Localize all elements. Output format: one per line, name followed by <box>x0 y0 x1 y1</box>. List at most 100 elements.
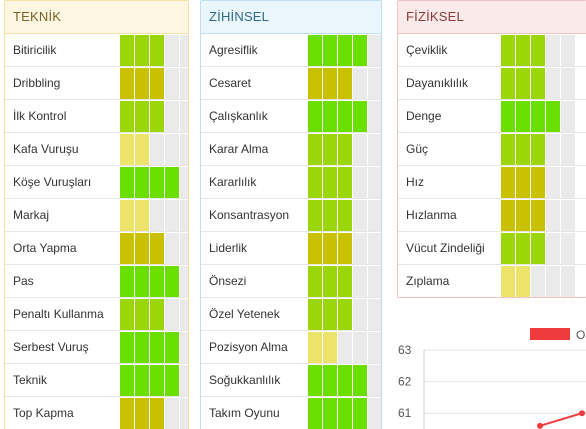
attribute-rating-bar <box>120 299 188 330</box>
attribute-rating-bar <box>501 266 575 297</box>
rating-segment-empty <box>561 101 575 132</box>
attribute-row: Agresiflik <box>201 34 381 67</box>
attribute-row: Çalışkanlık <box>201 100 381 133</box>
rating-segment-filled <box>150 332 164 363</box>
rating-segment-filled <box>135 398 149 429</box>
rating-segment-filled <box>150 35 164 66</box>
rating-segment-filled <box>516 134 530 165</box>
attribute-row: Hızlanma <box>398 199 586 232</box>
rating-segment-filled <box>323 167 337 198</box>
rating-segment-empty <box>165 398 179 429</box>
attribute-row: Zıplama <box>398 265 586 297</box>
rating-segment-empty <box>368 299 381 330</box>
zihinsel-attribute-list: Agresiflik Cesaret Çalışkanlık Karar Alma Ka… <box>201 34 381 429</box>
rating-segment-filled <box>516 167 530 198</box>
rating-segment-filled <box>150 167 164 198</box>
rating-segment-empty <box>561 134 575 165</box>
attribute-label: Liderlik <box>209 241 248 255</box>
rating-segment-empty <box>353 68 367 99</box>
rating-segment-filled <box>308 200 322 231</box>
rating-segment-filled <box>308 332 322 363</box>
rating-segment-empty <box>165 35 179 66</box>
rating-segment-filled <box>323 200 337 231</box>
attribute-row: Vücut Zindeliği <box>398 232 586 265</box>
rating-segment-filled <box>531 101 545 132</box>
rating-segment-empty <box>165 200 179 231</box>
attribute-rating-bar <box>308 167 381 198</box>
rating-segment-filled <box>120 299 134 330</box>
rating-segment-filled <box>135 233 149 264</box>
attribute-label: Bitiricilik <box>13 43 57 57</box>
attribute-label: Top Kapma <box>13 406 74 420</box>
rating-segment-empty <box>180 68 188 99</box>
rating-segment-empty <box>165 233 179 264</box>
rating-segment-filled <box>308 365 322 396</box>
attribute-label: Pas <box>13 274 34 288</box>
attribute-row: Soğukkanlılık <box>201 364 381 397</box>
rating-segment-empty <box>180 299 188 330</box>
rating-segment-empty <box>546 167 560 198</box>
rating-segment-empty <box>368 68 381 99</box>
rating-segment-empty <box>368 365 381 396</box>
attribute-row: Top Kapma <box>5 397 188 429</box>
rating-segment-filled <box>165 332 179 363</box>
rating-segment-filled <box>135 167 149 198</box>
rating-segment-empty <box>368 134 381 165</box>
rating-segment-filled <box>308 266 322 297</box>
attribute-label: Çalışkanlık <box>209 109 268 123</box>
attribute-label: Dayanıklılık <box>406 76 469 90</box>
rating-segment-filled <box>516 200 530 231</box>
attribute-row: Markaj <box>5 199 188 232</box>
rating-segment-empty <box>180 266 188 297</box>
rating-segment-empty <box>353 299 367 330</box>
attribute-row: Kafa Vuruşu <box>5 133 188 166</box>
zihinsel-panel-title: ZİHİNSEL <box>201 1 381 34</box>
rating-segment-filled <box>308 299 322 330</box>
attribute-label: Serbest Vuruş <box>13 340 89 354</box>
rating-segment-filled <box>150 233 164 264</box>
rating-segment-empty <box>353 200 367 231</box>
rating-segment-filled <box>531 167 545 198</box>
attribute-row: Kararlılık <box>201 166 381 199</box>
attribute-rating-bar <box>308 233 381 264</box>
attribute-row: Denge <box>398 100 586 133</box>
rating-segment-empty <box>150 200 164 231</box>
rating-segment-empty <box>180 398 188 429</box>
attribute-rating-bar <box>501 35 575 66</box>
attribute-rating-bar <box>308 365 381 396</box>
rating-segment-filled <box>150 365 164 396</box>
rating-segment-filled <box>135 332 149 363</box>
attribute-label: Önsezi <box>209 274 247 288</box>
rating-segment-filled <box>501 68 515 99</box>
series-line <box>539 412 583 427</box>
rating-segment-empty <box>150 134 164 165</box>
attribute-rating-bar <box>120 68 188 99</box>
rating-segment-filled <box>308 35 322 66</box>
attribute-rating-bar <box>308 101 381 132</box>
y-tick-label: 61 <box>398 406 412 420</box>
rating-segment-filled <box>353 101 367 132</box>
attribute-label: Hızlanma <box>406 208 457 222</box>
attribute-row: Dayanıklılık <box>398 67 586 100</box>
attribute-row: Takım Oyunu <box>201 397 381 429</box>
attribute-row: Cesaret <box>201 67 381 100</box>
rating-segment-filled <box>120 332 134 363</box>
attribute-label: Teknik <box>13 373 48 387</box>
rating-segment-filled <box>338 101 352 132</box>
rating-segment-empty <box>180 332 188 363</box>
rating-segment-empty <box>165 68 179 99</box>
rating-segment-empty <box>368 101 381 132</box>
rating-segment-empty <box>546 233 560 264</box>
rating-segment-filled <box>353 35 367 66</box>
rating-segment-filled <box>150 299 164 330</box>
attribute-row: Pas <box>5 265 188 298</box>
fiziksel-panel: FİZİKSEL Çeviklik Dayanıklılık Denge Güç Hız… <box>397 0 586 298</box>
rating-segment-empty <box>561 200 575 231</box>
attribute-label: Köşe Vuruşları <box>13 175 92 189</box>
rating-segment-empty <box>561 167 575 198</box>
rating-segment-filled <box>323 266 337 297</box>
attribute-label: Zıplama <box>406 274 450 288</box>
attribute-rating-bar <box>308 68 381 99</box>
attribute-label: Cesaret <box>209 76 252 90</box>
rating-segment-filled <box>120 167 134 198</box>
